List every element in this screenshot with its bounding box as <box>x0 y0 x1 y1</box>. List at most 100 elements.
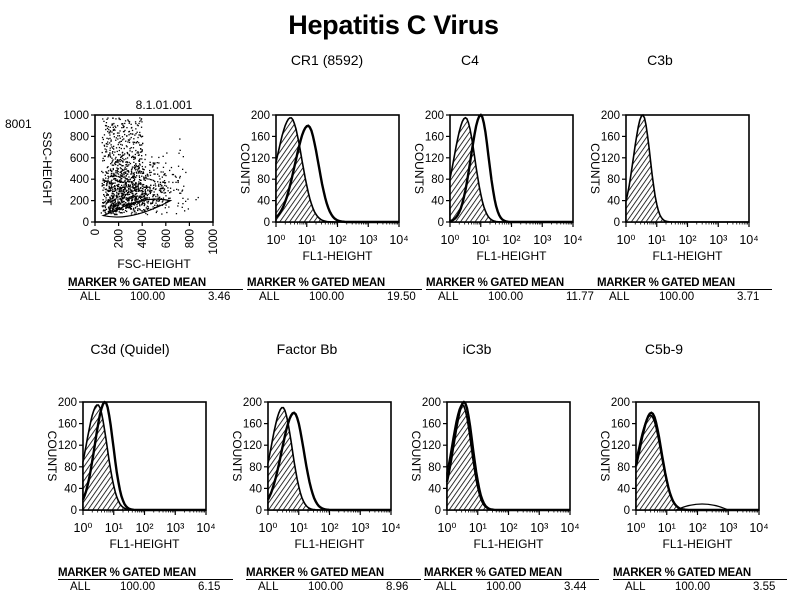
scatter-point <box>103 139 104 140</box>
scatter-point <box>125 158 126 159</box>
scatter-point <box>133 159 134 160</box>
scatter-point <box>138 172 139 173</box>
scatter-point <box>149 187 150 188</box>
scatter-point <box>103 210 104 211</box>
scatter-point <box>116 162 117 163</box>
scatter-point <box>155 203 156 204</box>
scatter-point <box>151 179 152 180</box>
scatter-point <box>124 123 125 124</box>
scatter-point <box>105 178 106 179</box>
scatter-point <box>136 193 137 194</box>
scatter-point <box>117 172 118 173</box>
scatter-point <box>108 129 109 130</box>
scatter-point <box>109 200 110 201</box>
scatter-point <box>137 206 138 207</box>
scatter-point <box>105 203 106 204</box>
scatter-point <box>133 162 134 163</box>
x-tick-label: 10⁰ <box>627 521 646 535</box>
scatter-point <box>111 146 112 147</box>
scatter-point <box>129 123 130 124</box>
scatter-point <box>178 189 179 190</box>
scatter-point <box>110 176 111 177</box>
scatter-point <box>155 185 156 186</box>
scatter-point <box>105 156 106 157</box>
scatter-point <box>111 171 112 172</box>
scatter-point <box>129 150 130 151</box>
scatter-point <box>162 200 163 201</box>
stats-header: MARKER % GATED MEAN <box>247 277 422 290</box>
x-tick-label: 10² <box>320 521 338 535</box>
scatter-point <box>107 131 108 132</box>
scatter-point <box>140 187 141 188</box>
scatter-point <box>118 154 119 155</box>
scatter-point <box>112 161 113 162</box>
scatter-point <box>162 177 163 178</box>
scatter-point <box>131 212 132 213</box>
scatter-point <box>116 137 117 138</box>
scatter-point <box>133 157 134 158</box>
scatter-point <box>121 196 122 197</box>
scatter-point <box>166 152 167 153</box>
y-tick-label: 200 <box>611 397 630 409</box>
scatter-point <box>104 196 105 197</box>
scatter-point <box>108 194 109 195</box>
x-tick-label: 10² <box>678 233 696 247</box>
scatter-point <box>129 194 130 195</box>
scatter-point <box>133 138 134 139</box>
scatter-point <box>122 136 123 137</box>
scatter-point <box>124 176 125 177</box>
scatter-point <box>106 173 107 174</box>
scatter-point <box>124 197 125 198</box>
scatter-point <box>142 149 143 150</box>
scatter-point <box>105 201 106 202</box>
scatter-point <box>138 171 139 172</box>
x-tick-label: 10¹ <box>648 233 666 247</box>
x-axis-label: FL1-HEIGHT <box>476 249 547 263</box>
scatter-point <box>126 168 127 169</box>
scatter-point <box>140 120 141 121</box>
scatter-point <box>149 164 150 165</box>
scatter-point <box>138 197 139 198</box>
stats-mean: 3.46 <box>208 291 230 303</box>
scatter-point <box>115 170 116 171</box>
scatter-point <box>137 208 138 209</box>
scatter-point <box>135 123 136 124</box>
scatter-point <box>106 122 107 123</box>
scatter-point <box>198 197 199 198</box>
scatter-point <box>117 151 118 152</box>
scatter-point <box>106 119 107 120</box>
scatter-point <box>168 181 169 182</box>
scatter-point <box>143 178 144 179</box>
scatter-point <box>118 193 119 194</box>
scatter-point <box>156 211 157 212</box>
scatter-point <box>120 154 121 155</box>
scatter-point <box>106 200 107 201</box>
scatter-point <box>122 158 123 159</box>
scatter-point <box>129 162 130 163</box>
scatter-point <box>106 138 107 139</box>
scatter-point <box>121 168 122 169</box>
stats-header: MARKER % GATED MEAN <box>246 567 421 580</box>
scatter-point <box>132 151 133 152</box>
scatter-point <box>141 151 142 152</box>
scatter-point <box>120 119 121 120</box>
stats-mean: 11.77 <box>566 291 594 303</box>
scatter-point <box>153 185 154 186</box>
scatter-point <box>124 192 125 193</box>
scatter-point <box>112 124 113 125</box>
scatter-point <box>176 189 177 190</box>
scatter-point <box>122 193 123 194</box>
scatter-point <box>125 207 126 208</box>
scatter-point <box>195 199 196 200</box>
scatter-point <box>139 208 140 209</box>
scatter-point <box>132 185 133 186</box>
scatter-point <box>126 190 127 191</box>
scatter-point <box>121 141 122 142</box>
scatter-point <box>121 185 122 186</box>
stats-header: MARKER % GATED MEAN <box>613 567 787 580</box>
y-tick-label: 0 <box>264 217 270 229</box>
scatter-point <box>118 191 119 192</box>
scatter-point <box>141 127 142 128</box>
stats-marker: ALL <box>258 581 278 593</box>
x-tick-label: 10³ <box>533 233 551 247</box>
